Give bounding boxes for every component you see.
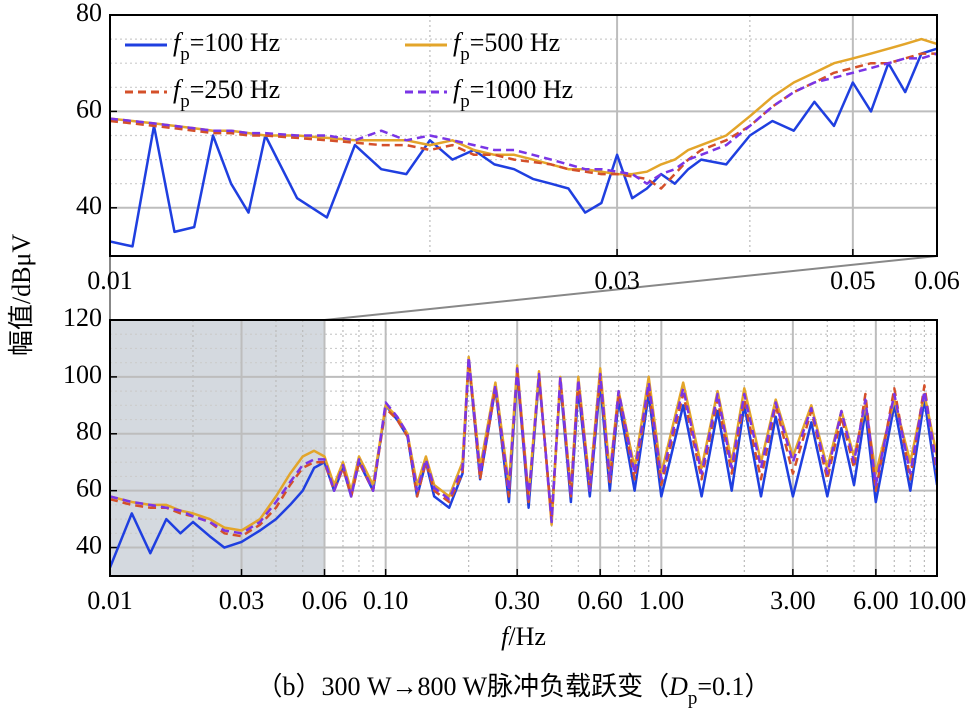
- x-tick-label: 0.30: [494, 586, 540, 615]
- y-tick-label: 100: [63, 360, 102, 389]
- zoom-connector: [324, 255, 938, 321]
- legend-label: fp=250 Hz: [173, 75, 280, 112]
- x-tick-label: 0.01: [87, 266, 133, 295]
- y-tick-label: 60: [76, 94, 102, 123]
- x-tick-label: 0.01: [87, 586, 133, 615]
- plot-frame: [109, 319, 938, 577]
- x-tick-label: 0.60: [577, 586, 623, 615]
- x-tick-label: 0.06: [914, 266, 960, 295]
- y-tick-label: 120: [63, 303, 102, 332]
- x-tick-label: 0.10: [363, 586, 409, 615]
- legend-label: fp=100 Hz: [173, 28, 280, 65]
- plot-frame: [109, 14, 938, 257]
- y-axis-label: 幅值/dBμV: [7, 234, 36, 357]
- x-tick-label: 10.00: [908, 586, 967, 615]
- series-line: [110, 52, 937, 185]
- x-tick-label: 6.00: [853, 586, 899, 615]
- legend-label: fp=500 Hz: [453, 28, 560, 65]
- plot-lines: [110, 37, 937, 248]
- y-tick-label: 80: [76, 0, 102, 27]
- x-tick-label: 0.03: [594, 266, 640, 295]
- x-tick-label: 0.03: [219, 586, 265, 615]
- legend-label: fp=1000 Hz: [453, 75, 573, 112]
- plot-lines: [110, 355, 937, 568]
- series-line: [110, 47, 937, 248]
- y-tick-label: 60: [76, 474, 102, 503]
- y-tick-label: 40: [76, 191, 102, 220]
- y-tick-label: 80: [76, 417, 102, 446]
- series-line: [110, 37, 937, 176]
- x-tick-label: 0.06: [302, 586, 348, 615]
- x-tick-label: 0.05: [830, 266, 876, 295]
- x-axis-label: f/Hz: [501, 622, 546, 651]
- series-line: [110, 355, 937, 535]
- x-tick-label: 3.00: [770, 586, 816, 615]
- x-tick-label: 1.00: [639, 586, 685, 615]
- caption: （b）300 W→800 W脉冲负载跃变（Dp=0.1）: [256, 672, 770, 709]
- y-tick-label: 40: [76, 531, 102, 560]
